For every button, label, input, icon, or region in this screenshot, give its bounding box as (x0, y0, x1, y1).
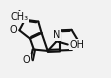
Text: OH: OH (70, 39, 85, 50)
Text: O: O (9, 25, 17, 35)
Text: N: N (53, 30, 60, 40)
Text: O: O (23, 55, 31, 65)
Text: CH₃: CH₃ (10, 12, 29, 22)
